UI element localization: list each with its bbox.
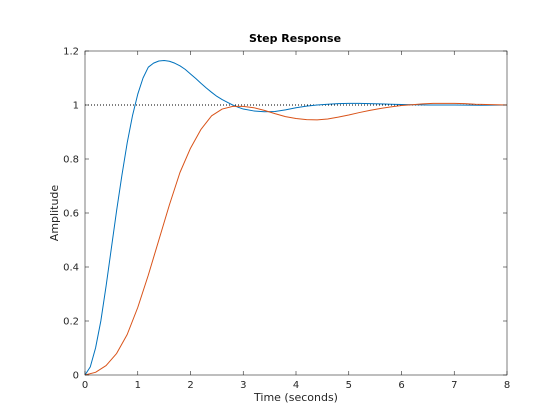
x-tick-label: 6 — [398, 380, 404, 391]
x-tick-label: 4 — [293, 380, 299, 391]
y-tick-label: 1 — [73, 101, 79, 112]
x-axis-label: Time (seconds) — [253, 391, 338, 404]
series-line-2 — [84, 102, 508, 376]
plot-area — [85, 51, 507, 375]
tick-layer: 0 1 2 3 4 5 6 7 8 0 0.2 0.4 0.6 0.8 1 1.2 — [63, 47, 510, 392]
x-tick-label: 1 — [135, 380, 141, 391]
y-tick-label: 0 — [73, 371, 79, 382]
y-tick-label: 0.6 — [63, 209, 79, 220]
y-tick-label: 0.8 — [63, 155, 79, 166]
x-tick-label: 5 — [346, 380, 352, 391]
y-tick-label: 0.4 — [63, 263, 79, 274]
y-axis-label: Amplitude — [48, 185, 61, 242]
y-tick-label: 0.2 — [63, 317, 79, 328]
series-line-1 — [84, 59, 508, 376]
x-tick-label: 7 — [451, 380, 457, 391]
chart-title: Step Response — [249, 32, 341, 45]
x-tick-label: 0 — [82, 380, 88, 391]
series-layer — [84, 59, 508, 376]
x-tick-label: 2 — [187, 380, 193, 391]
x-tick-label: 3 — [240, 380, 246, 391]
x-tick-label: 8 — [504, 380, 510, 391]
y-tick-label: 1.2 — [63, 47, 79, 58]
